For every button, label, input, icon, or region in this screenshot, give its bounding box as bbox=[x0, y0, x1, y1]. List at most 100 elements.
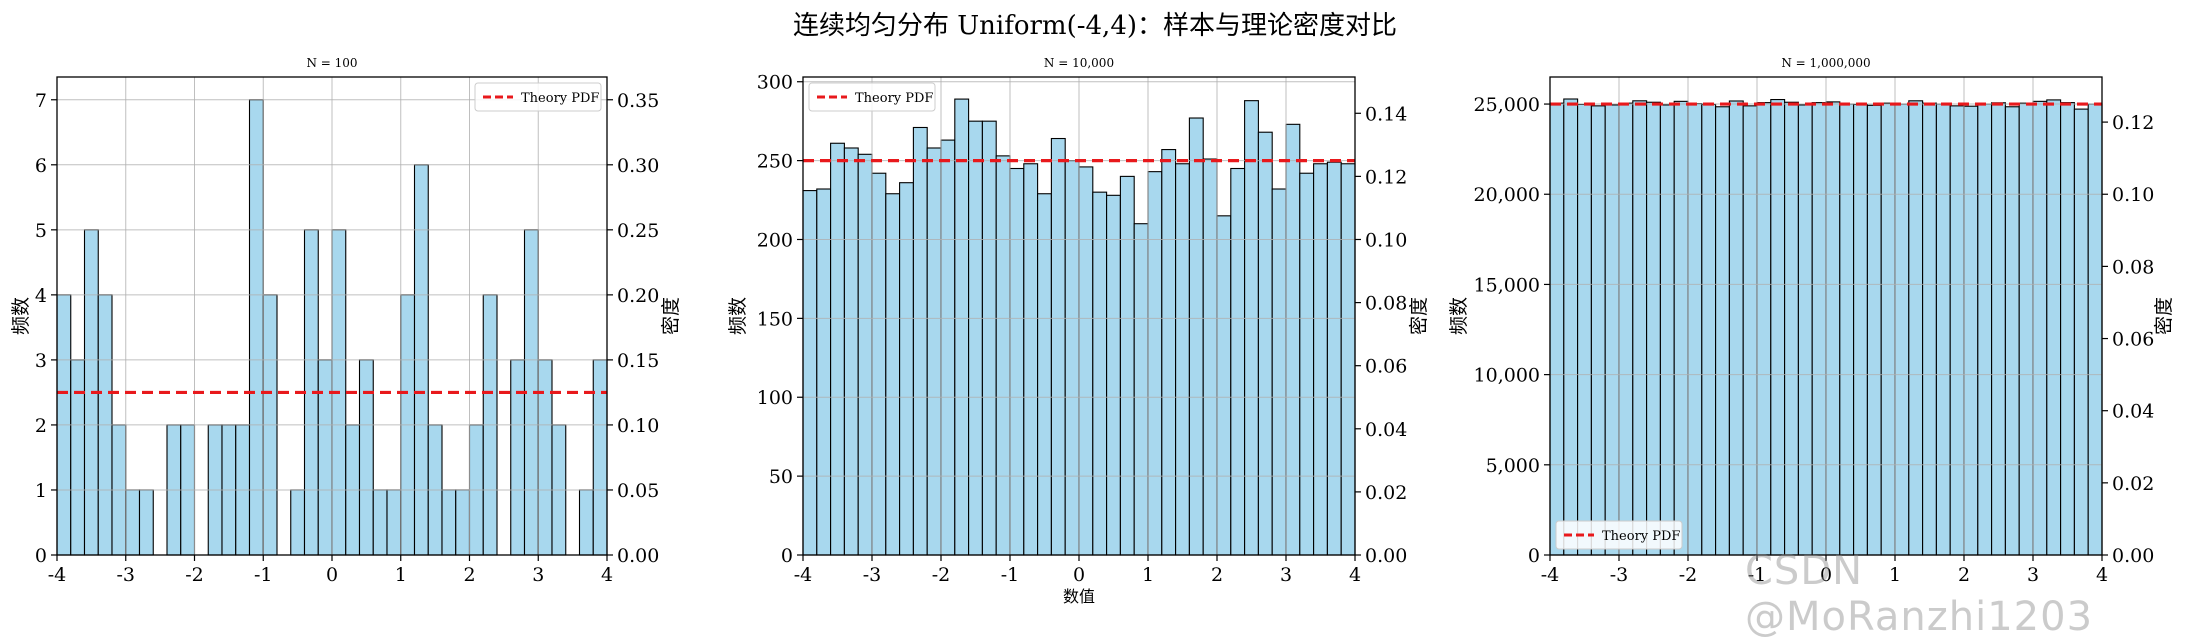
y-tick-label: 10,000 bbox=[1474, 365, 1540, 387]
histogram-bar bbox=[510, 359, 526, 556]
y2-tick-label: 0.10 bbox=[1365, 229, 1407, 251]
y2-tick-label: 0.08 bbox=[2112, 256, 2154, 278]
y-tick-label: 4 bbox=[35, 285, 47, 307]
histogram-bar bbox=[1728, 100, 1744, 556]
y2-tick-label: 0.35 bbox=[617, 90, 659, 112]
histogram-bar bbox=[2004, 106, 2020, 556]
y-axis-label: 频数 bbox=[1448, 297, 1470, 335]
y-tick-label: 0 bbox=[781, 545, 793, 567]
histogram-bar bbox=[70, 359, 86, 556]
chart-panel-1: -4 -3 -2 -1 0 1 2 3 4 0 1 2 3 4 5 6 7 0.00 0.05 0.10 0.15 0.2… bbox=[10, 56, 682, 586]
y2-tick-label: 0.06 bbox=[1365, 356, 1407, 378]
legend: Theory PDF bbox=[808, 82, 936, 112]
x-tick-label: 3 bbox=[1280, 564, 1292, 586]
histogram-bar bbox=[1188, 117, 1204, 556]
histogram-bar bbox=[1257, 131, 1273, 556]
subplot-title: N = 100 bbox=[306, 56, 357, 70]
x-tick-label: 3 bbox=[532, 564, 544, 586]
histogram-bar bbox=[1133, 223, 1149, 556]
histogram-bar bbox=[1230, 167, 1246, 556]
y-tick-label: 15,000 bbox=[1474, 274, 1540, 296]
legend-label: Theory PDF bbox=[1602, 529, 1680, 544]
y2-axis-label: 密度 bbox=[660, 297, 682, 335]
y-tick-label: 0 bbox=[1528, 545, 1540, 567]
histogram-bar bbox=[1604, 104, 1620, 556]
histogram-bar bbox=[1299, 172, 1315, 556]
y2-tick-label: 0.10 bbox=[2112, 184, 2154, 206]
histogram-bar bbox=[1340, 163, 1356, 556]
histogram-bar bbox=[290, 489, 306, 556]
y2-tick-label: 0.20 bbox=[617, 285, 659, 307]
y-tick-label: 250 bbox=[757, 151, 793, 173]
x-tick-label: -2 bbox=[185, 564, 204, 586]
histogram-bar bbox=[968, 120, 983, 556]
histogram-bar bbox=[1271, 188, 1287, 556]
x-tick-label: 1 bbox=[1142, 564, 1154, 586]
y2-tick-label: 0.30 bbox=[617, 155, 659, 177]
figure-canvas: 连续均匀分布 Uniform(-4,4)：样本与理论密度对比 -4 -3 -2 -1 0… bbox=[10, 11, 2175, 606]
histogram-bar bbox=[1922, 102, 1937, 556]
histogram-bar bbox=[1549, 102, 1565, 556]
histogram-bar bbox=[1161, 149, 1177, 556]
x-tick-label: 4 bbox=[2096, 564, 2108, 586]
histogram-bar bbox=[1991, 102, 2006, 556]
subplot-title: N = 1,000,000 bbox=[1781, 56, 1870, 70]
y2-tick-label: 0.02 bbox=[2112, 473, 2154, 495]
histogram-bar bbox=[1880, 102, 1896, 556]
histogram-bar bbox=[1825, 101, 1841, 556]
histogram-bar bbox=[2060, 102, 2075, 556]
subplot-title: N = 10,000 bbox=[1044, 56, 1114, 70]
histogram-bar bbox=[317, 359, 333, 556]
y-tick-label: 5 bbox=[35, 220, 47, 242]
x-tick-label: 0 bbox=[1820, 564, 1832, 586]
y2-tick-label: 0.12 bbox=[2112, 112, 2154, 134]
x-tick-label: -2 bbox=[1679, 564, 1698, 586]
histogram-bar bbox=[386, 489, 402, 556]
y-tick-label: 0 bbox=[35, 545, 47, 567]
x-tick-label: -4 bbox=[1541, 564, 1560, 586]
histogram-bar bbox=[1147, 171, 1163, 556]
histogram-bar bbox=[1770, 98, 1786, 556]
histogram-bar bbox=[358, 359, 374, 556]
histogram-bar bbox=[1632, 100, 1648, 556]
histogram-bar bbox=[1977, 103, 1993, 556]
x-tick-label: 2 bbox=[463, 564, 475, 586]
legend: Theory PDF bbox=[474, 82, 602, 112]
histogram-bar bbox=[1050, 137, 1066, 556]
y-tick-label: 6 bbox=[35, 155, 47, 177]
histogram-bar bbox=[1935, 103, 1951, 556]
histogram-bar bbox=[1119, 175, 1135, 556]
histogram-bar bbox=[2073, 108, 2089, 556]
legend-label: Theory PDF bbox=[521, 91, 599, 106]
x-tick-label: 4 bbox=[1349, 564, 1361, 586]
histogram-bar bbox=[1092, 191, 1108, 556]
chart-panel-3: -4 -3 -2 -1 0 1 2 3 4 0 5,000 10,000 15,000 20,000 25,… bbox=[1448, 56, 2175, 586]
histogram-bar bbox=[912, 126, 928, 556]
histogram-bar bbox=[2032, 100, 2048, 556]
histogram-bar bbox=[1563, 98, 1579, 556]
histogram-bar bbox=[981, 120, 997, 556]
x-tick-label: -3 bbox=[116, 564, 135, 586]
y2-tick-label: 0.10 bbox=[617, 415, 659, 437]
histogram-bar bbox=[1037, 193, 1052, 556]
x-tick-label: 0 bbox=[326, 564, 338, 586]
histogram-bar bbox=[592, 359, 608, 556]
histogram-bar bbox=[1244, 100, 1259, 556]
histogram-bar bbox=[1701, 103, 1717, 556]
histogram-bar bbox=[1175, 163, 1190, 556]
histogram-bar bbox=[830, 142, 845, 556]
histogram-bar bbox=[1590, 105, 1606, 556]
histogram-bar bbox=[1216, 215, 1232, 556]
x-tick-label: 2 bbox=[1211, 564, 1223, 586]
y2-tick-label: 0.15 bbox=[617, 350, 659, 372]
histogram-bar bbox=[1078, 166, 1094, 556]
y-tick-label: 200 bbox=[757, 229, 793, 251]
y2-tick-label: 0.08 bbox=[1365, 293, 1407, 315]
histogram-bar bbox=[1326, 161, 1342, 556]
histogram-bar bbox=[1673, 100, 1689, 556]
x-axis-label: 数值 bbox=[1063, 587, 1095, 606]
y2-tick-label: 0.12 bbox=[1365, 166, 1407, 188]
histogram-bar bbox=[1023, 163, 1039, 556]
y2-tick-label: 0.14 bbox=[1365, 103, 1407, 125]
histogram-bar bbox=[1687, 103, 1703, 556]
